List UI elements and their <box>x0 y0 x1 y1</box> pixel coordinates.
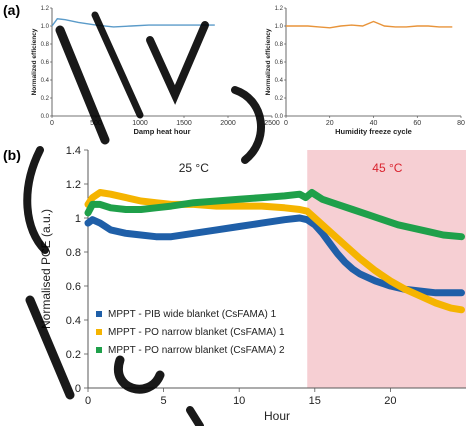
legend-entry: MPPT - PO narrow blanket (CsFAMA) 2 <box>108 345 285 356</box>
y-tick-label: 0.4 <box>275 78 284 84</box>
legend-marker <box>96 329 102 335</box>
y-tick-label: 1.2 <box>275 6 284 12</box>
temp-25c-label: 25 °C <box>179 161 209 175</box>
chart-damp-heat: 0.0 0.2 0.4 0.6 0.8 1.0 1.2 0 500 1000 1500 2000 250… <box>31 6 280 136</box>
x-tick-label: 10 <box>233 395 245 407</box>
y-tick-label: 0.8 <box>275 42 284 48</box>
series-line <box>286 20 453 29</box>
y-tick-label: 0.2 <box>275 96 284 102</box>
x-axis-label: Damp heat hour <box>133 127 190 136</box>
y-tick-label: 0.6 <box>275 60 284 66</box>
y-tick-label: 0 <box>75 383 81 395</box>
legend-entry: MPPT - PO narrow blanket (CsFAMA) 1 <box>108 327 285 338</box>
x-tick-label: 40 <box>370 120 378 127</box>
y-tick-label: 1.2 <box>66 179 81 191</box>
panel-label-b: (b) <box>3 147 21 163</box>
y-tick-label: 0.2 <box>41 96 50 102</box>
shaded-45c-region <box>307 150 466 388</box>
y-tick-label: 0.2 <box>66 349 81 361</box>
y-axis-label: Normalized efficiency <box>265 28 272 95</box>
y-tick-label: 0.4 <box>66 315 81 327</box>
y-tick-label: 0.8 <box>41 42 50 48</box>
temp-45c-label: 45 °C <box>372 161 402 175</box>
x-tick-label: 2000 <box>220 120 236 127</box>
y-tick-label: 1 <box>75 213 81 225</box>
y-tick-label: 1.2 <box>41 6 50 12</box>
y-tick-label: 0.8 <box>66 247 81 259</box>
y-tick-label: 1.0 <box>275 24 284 30</box>
x-tick-label: 0 <box>50 120 54 127</box>
y-tick-label: 0.0 <box>41 114 50 120</box>
x-tick-label: 0 <box>85 395 91 407</box>
y-tick-label: 1.0 <box>41 24 50 30</box>
y-tick-label: 0.0 <box>275 114 284 120</box>
x-tick-label: 5 <box>161 395 167 407</box>
chart-normalised-pce: 0 0.2 0.4 0.6 0.8 1 1.2 1.4 0 5 10 15 20 Hour Normalis… <box>39 145 466 423</box>
x-tick-label: 1000 <box>132 120 148 127</box>
series-po-narrow-2 <box>84 189 465 241</box>
y-tick-label: 0.6 <box>66 281 81 293</box>
x-tick-label: 2500 <box>264 120 280 127</box>
x-tick-label: 0 <box>284 120 288 127</box>
x-tick-label: 20 <box>384 395 396 407</box>
legend-marker <box>96 311 102 317</box>
y-tick-label: 0.4 <box>41 78 50 84</box>
x-tick-label: 15 <box>309 395 321 407</box>
x-tick-label: 500 <box>90 120 102 127</box>
y-tick-label: 0.6 <box>41 60 50 66</box>
panel-label-a: (a) <box>3 2 20 18</box>
y-tick-label: 1.4 <box>66 145 81 157</box>
series-po-narrow-1 <box>84 189 465 314</box>
y-axis-label: Normalised PCE (a.u.) <box>39 209 53 329</box>
x-axis-label: Hour <box>264 409 290 423</box>
series-line <box>51 18 215 28</box>
x-axis-label: Humidity freeze cycle <box>335 127 412 136</box>
legend-marker <box>96 347 102 353</box>
y-axis-label: Normalized efficiency <box>31 28 38 95</box>
x-tick-label: 20 <box>326 120 334 127</box>
legend: MPPT - PIB wide blanket (CsFAMA) 1 MPPT -… <box>96 309 285 356</box>
chart-humidity-freeze: 0.0 0.2 0.4 0.6 0.8 1.0 1.2 0 20 40 60 80 Humidity f… <box>265 6 465 136</box>
legend-entry: MPPT - PIB wide blanket (CsFAMA) 1 <box>108 309 277 320</box>
x-tick-label: 80 <box>457 120 465 127</box>
x-tick-label: 60 <box>413 120 421 127</box>
x-tick-label: 1500 <box>176 120 192 127</box>
